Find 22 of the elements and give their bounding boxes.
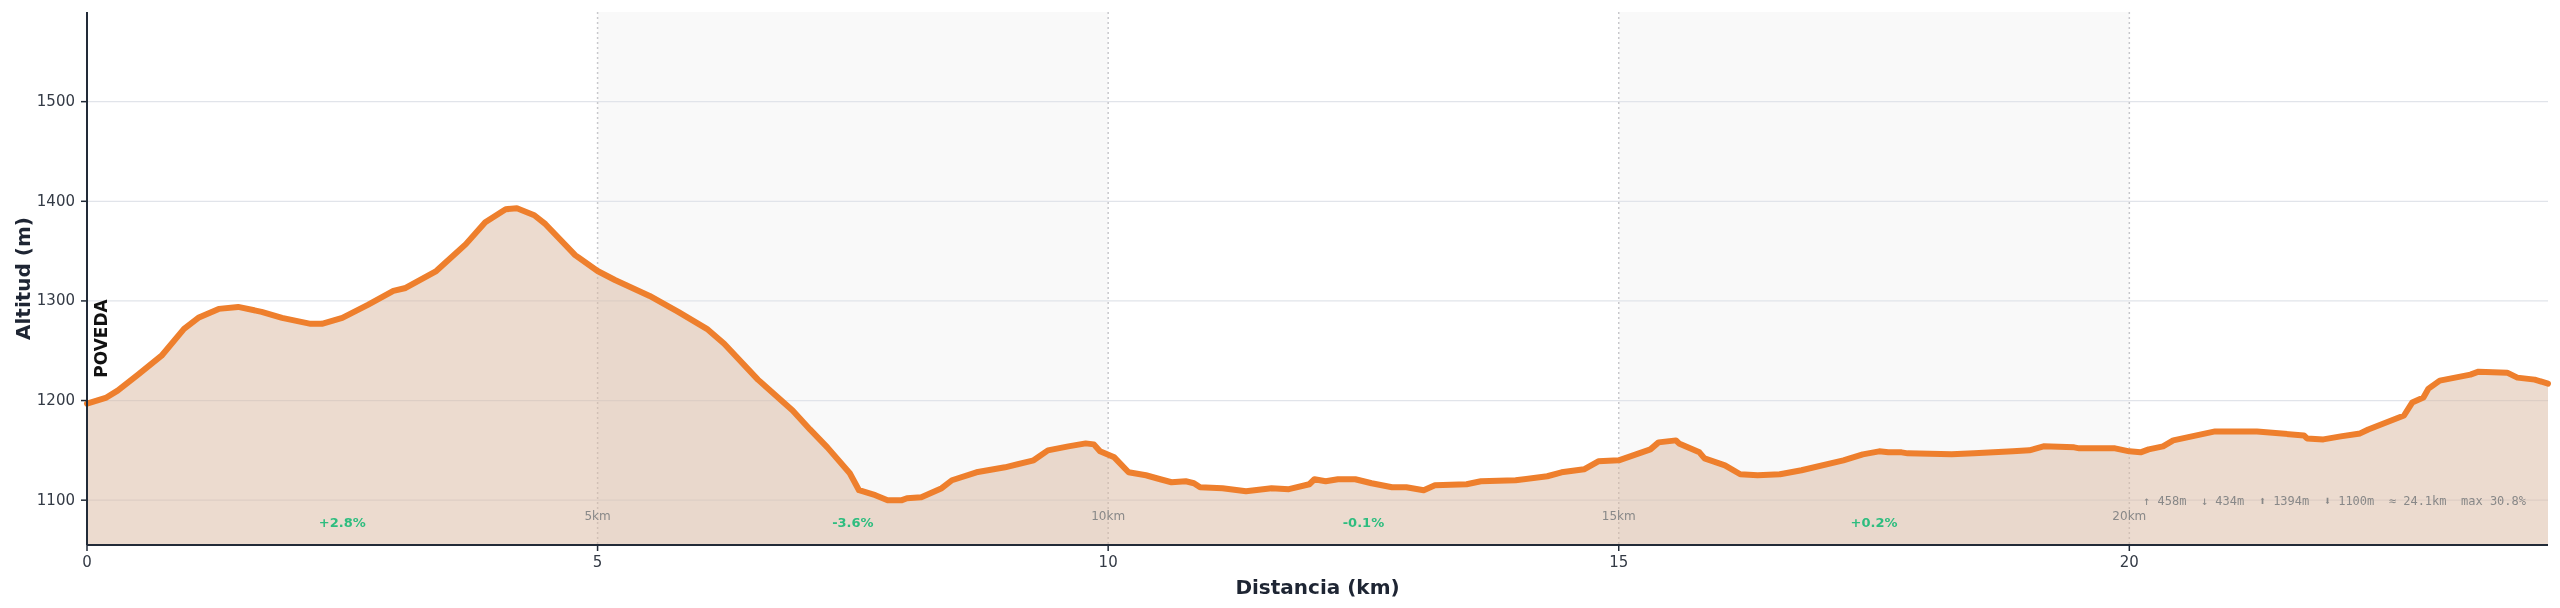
annotation: ↑ 458m ↓ 434m ⬆ 1394m ⬇ 1100m ≈ 24.1km max 30.8% [2143,494,2527,508]
y-tick-label: 1500 [36,92,75,111]
y-tick-label: 1200 [36,391,75,410]
ref-line-label: 15km [1601,509,1636,523]
ref-line-label: 10km [1091,509,1126,523]
y-tick-label: 1400 [36,191,75,210]
ref-line-label: 20km [2112,509,2147,523]
x-tick-label: 20 [2119,553,2139,571]
x-tick-label: 0 [82,553,92,571]
annotation: -3.6% [832,514,874,530]
x-axis-title: Distancia (km) [1235,575,1400,599]
annotation: +2.8% [318,514,366,530]
y-tick-label: 1300 [36,291,75,310]
x-tick-label: 15 [1609,553,1629,571]
annotation: -0.1% [1342,514,1385,530]
ref-line-label: 5km [584,509,611,523]
annotation: POVEDA [91,298,111,378]
y-axis-title: Altitud (m) [11,217,35,340]
x-tick-label: 5 [592,553,603,571]
x-tick-label: 10 [1098,553,1118,571]
y-tick-label: 1100 [36,490,75,509]
annotation: +0.2% [1850,514,1898,530]
